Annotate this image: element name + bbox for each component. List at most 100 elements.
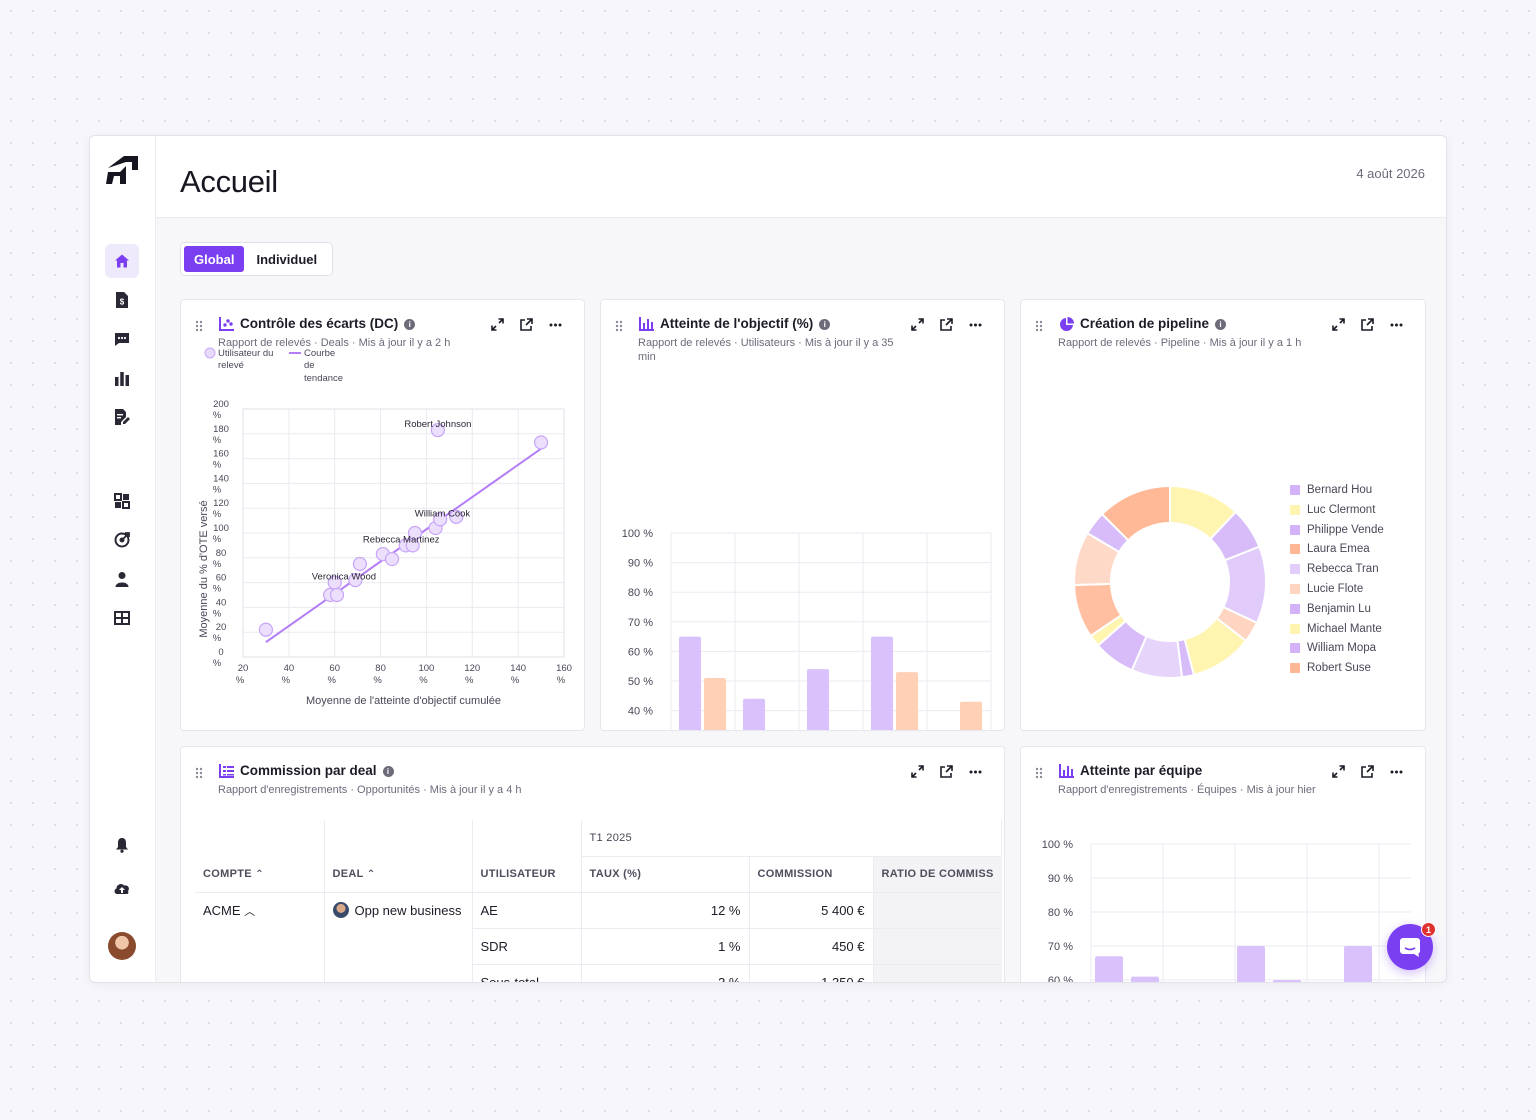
expand-icon[interactable] [1332, 318, 1345, 331]
bar-chart-icon [639, 317, 654, 331]
x-tick-label: 120 [464, 663, 480, 674]
info-icon[interactable]: i [819, 319, 831, 330]
plot-area: 20%40%60%80%100%120%140%160%0%20%40%60%8… [198, 347, 572, 707]
avatar[interactable] [108, 932, 136, 960]
open-external-icon[interactable] [940, 318, 953, 331]
expand-icon[interactable] [491, 318, 504, 331]
chat-icon[interactable] [105, 322, 139, 356]
more-icon[interactable] [1390, 770, 1403, 774]
expand-icon[interactable] [1332, 765, 1345, 778]
deal-cell[interactable]: Opp new business [324, 892, 473, 982]
table-row: SDR 1 % 450 € [195, 928, 1002, 965]
y-tick-label: 0 [218, 647, 223, 658]
page-title: Accueil [180, 164, 278, 199]
document-edit-icon[interactable] [105, 400, 139, 434]
more-icon[interactable] [969, 323, 982, 327]
invoice-icon[interactable]: $ [105, 283, 139, 317]
legend-item: Robert Suse [1290, 662, 1371, 674]
bar-chart-icon[interactable] [105, 361, 139, 395]
column-header-user[interactable]: UTILISATEUR [472, 856, 582, 893]
info-icon[interactable]: i [404, 319, 416, 330]
x-tick-label: 140 [510, 663, 526, 674]
card-goal: Atteinte de l'objectif (%) i Rapport de r… [600, 299, 1005, 731]
scatter-point [348, 573, 363, 588]
sort-icon[interactable]: ⌃ [255, 868, 264, 880]
column-header-deal[interactable]: DEAL ⌃ [324, 856, 473, 893]
drag-handle-icon[interactable] [195, 320, 203, 332]
card-title: Contrôle des écarts (DC) i [240, 316, 416, 331]
bar [960, 701, 982, 730]
card-team: Atteinte par équipe Rapport d'enregistre… [1020, 746, 1426, 982]
dashboard-grid-icon[interactable] [105, 484, 139, 518]
user-icon[interactable] [105, 562, 139, 596]
column-header-commission[interactable]: COMMISSION [749, 856, 874, 893]
open-external-icon[interactable] [940, 765, 953, 778]
y-axis-label: Moyenne du % d'OTE versé [198, 500, 210, 637]
period-header: T1 2025 [581, 820, 1003, 857]
legend-label: Michael Mante [1307, 622, 1382, 635]
bar [1237, 946, 1265, 982]
card-subtitle: Rapport d'enregistrements · Équipes · Mi… [1058, 784, 1316, 796]
bar-chart: 60 % 70 % 80 % 90 % 100 % [1042, 839, 1411, 982]
scatter-chart: 20%40%60%80%100%120%140%160%0%20%40%60%8… [198, 347, 572, 707]
target-icon[interactable] [105, 523, 139, 557]
chat-launcher-button[interactable]: 1 [1387, 922, 1436, 970]
cloud-upload-icon[interactable] [105, 871, 139, 905]
chevron-up-icon[interactable]: ︿ [244, 905, 256, 918]
x-tick-label: 100 [418, 663, 434, 674]
x-tick-unit: % [465, 675, 474, 686]
donut-chart [1073, 484, 1267, 679]
legend-label: Benjamin Lu [1307, 602, 1371, 615]
more-icon[interactable] [969, 770, 982, 774]
point-label: Robert Johnson [404, 419, 471, 430]
more-icon[interactable] [549, 323, 562, 327]
y-tick-label: 40 [216, 597, 227, 608]
svg-text:$: $ [120, 298, 125, 307]
table-icon[interactable] [105, 601, 139, 635]
y-tick-label: 100 [213, 523, 229, 534]
tab-individual[interactable]: Individuel [256, 251, 318, 267]
y-tick-label: 140 [213, 473, 229, 484]
expand-icon[interactable] [911, 318, 924, 331]
open-external-icon[interactable] [1361, 765, 1374, 778]
commission-cell: 1 350 € [749, 964, 874, 982]
point-label: Rebecca Martinez [363, 534, 440, 545]
account-cell[interactable]: ACME ︿ [195, 892, 325, 982]
legend-item: William Mopa [1290, 642, 1376, 654]
home-icon[interactable] [105, 244, 139, 278]
point-label: William Cook [415, 508, 471, 519]
sort-icon[interactable]: ⌃ [366, 868, 376, 880]
logo-icon[interactable] [104, 154, 140, 191]
legend-swatch [1290, 584, 1300, 594]
pie-slice [1100, 484, 1171, 542]
y-tick-label: 60 % [628, 646, 653, 658]
x-tick-unit: % [282, 675, 291, 686]
column-header-account[interactable]: COMPTE ⌃ [195, 856, 325, 893]
info-icon[interactable]: i [382, 766, 394, 777]
drag-handle-icon[interactable] [615, 320, 623, 332]
legend-label: Luc Clermont [1307, 503, 1376, 516]
info-icon[interactable]: i [1215, 319, 1227, 330]
column-header-rate[interactable]: TAUX (%) [581, 856, 750, 893]
open-external-icon[interactable] [520, 318, 533, 331]
bell-icon[interactable] [105, 828, 139, 862]
more-icon[interactable] [1390, 323, 1403, 327]
y-tick-unit: % [213, 484, 222, 495]
y-tick-label: 100 % [1042, 839, 1073, 851]
bar-chart-icon [1059, 764, 1074, 778]
drag-handle-icon[interactable] [195, 767, 203, 779]
y-tick-unit: % [213, 460, 222, 471]
legend-swatch [1290, 544, 1300, 555]
scatter-point [258, 622, 274, 637]
column-header-ratio[interactable]: RATIO DE COMMISS [873, 856, 1002, 893]
expand-icon[interactable] [911, 765, 924, 778]
drag-handle-icon[interactable] [1035, 320, 1043, 332]
legend-swatch [1290, 524, 1300, 535]
tab-global[interactable]: Global [184, 246, 245, 272]
y-tick-unit: % [213, 608, 222, 619]
drag-handle-icon[interactable] [1035, 767, 1043, 779]
open-external-icon[interactable] [1361, 318, 1374, 331]
x-tick-label: 40 [284, 663, 295, 674]
card-subtitle: Rapport de relevés · Deals · Mis à jour … [218, 337, 451, 349]
scatter-point [407, 525, 423, 541]
